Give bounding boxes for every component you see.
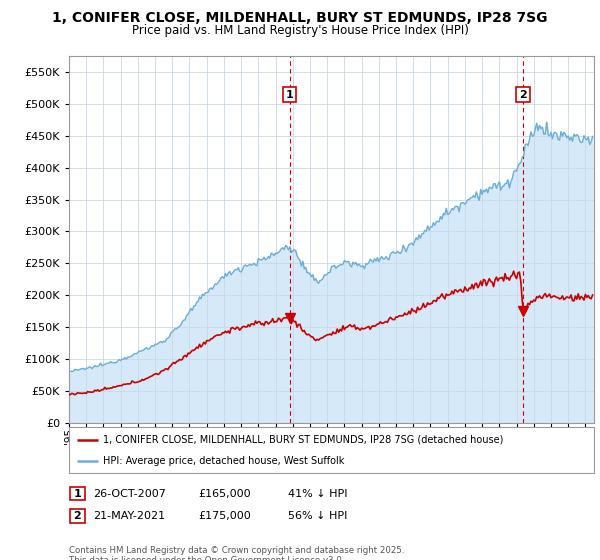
- Text: 21-MAY-2021: 21-MAY-2021: [93, 511, 165, 521]
- Text: 2: 2: [74, 511, 81, 521]
- Text: HPI: Average price, detached house, West Suffolk: HPI: Average price, detached house, West…: [103, 456, 344, 466]
- Text: Contains HM Land Registry data © Crown copyright and database right 2025.
This d: Contains HM Land Registry data © Crown c…: [69, 546, 404, 560]
- Text: Price paid vs. HM Land Registry's House Price Index (HPI): Price paid vs. HM Land Registry's House …: [131, 24, 469, 36]
- Text: 1: 1: [286, 90, 293, 100]
- Text: £175,000: £175,000: [198, 511, 251, 521]
- Text: 56% ↓ HPI: 56% ↓ HPI: [288, 511, 347, 521]
- Text: 41% ↓ HPI: 41% ↓ HPI: [288, 489, 347, 499]
- Text: £165,000: £165,000: [198, 489, 251, 499]
- Text: 2: 2: [519, 90, 527, 100]
- Text: 1: 1: [74, 489, 81, 498]
- Text: 26-OCT-2007: 26-OCT-2007: [93, 489, 166, 499]
- Text: 1, CONIFER CLOSE, MILDENHALL, BURY ST EDMUNDS, IP28 7SG (detached house): 1, CONIFER CLOSE, MILDENHALL, BURY ST ED…: [103, 435, 503, 445]
- Text: 1, CONIFER CLOSE, MILDENHALL, BURY ST EDMUNDS, IP28 7SG: 1, CONIFER CLOSE, MILDENHALL, BURY ST ED…: [52, 11, 548, 25]
